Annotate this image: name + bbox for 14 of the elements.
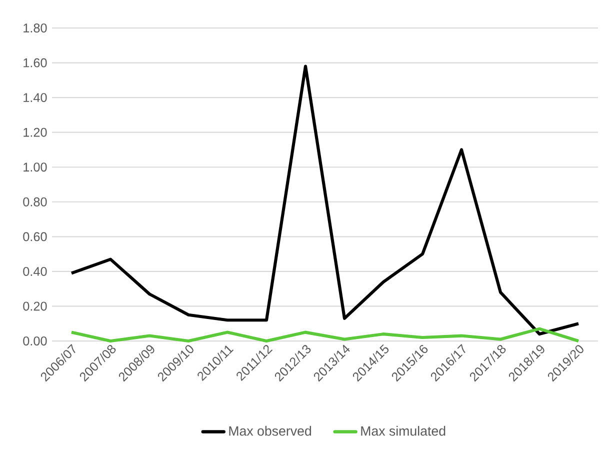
y-tick-label: 1.80	[24, 24, 47, 32]
y-tick-label: 0.60	[23, 232, 47, 242]
line-series	[70, 64, 580, 336]
y-tick-label: 1.00	[24, 162, 47, 172]
y-tick-label: 0.80	[23, 197, 47, 206]
line-series	[70, 327, 580, 343]
y-tick-label: 0.00	[23, 336, 47, 346]
y-tick-label: 0.20	[23, 302, 47, 311]
legend-label: Max observed	[229, 426, 312, 436]
y-tick-label: 1.60	[24, 58, 47, 68]
legend-label: Max simulated	[361, 426, 446, 436]
y-tick-label: 0.40	[23, 266, 47, 276]
y-tick-label: 1.40	[24, 93, 47, 102]
y-tick-label: 1.20	[24, 128, 47, 137]
